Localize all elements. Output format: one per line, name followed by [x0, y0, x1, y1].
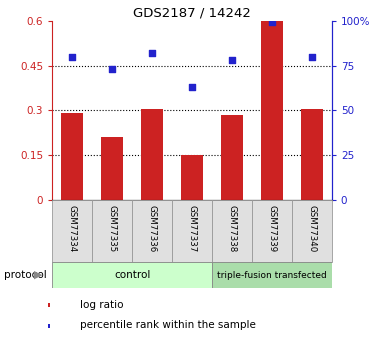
Bar — [212, 200, 252, 262]
Text: triple-fusion transfected: triple-fusion transfected — [217, 270, 327, 280]
Bar — [252, 200, 292, 262]
Bar — [172, 200, 212, 262]
Point — [69, 54, 75, 59]
Text: GSM77338: GSM77338 — [227, 205, 236, 252]
Text: GSM77336: GSM77336 — [148, 205, 157, 252]
Text: control: control — [114, 270, 151, 280]
Bar — [132, 200, 172, 262]
Bar — [52, 262, 212, 288]
Bar — [141, 109, 163, 200]
Bar — [212, 262, 332, 288]
Text: log ratio: log ratio — [80, 300, 124, 310]
Text: protocol: protocol — [4, 270, 47, 280]
Point — [109, 66, 115, 72]
Point — [309, 54, 315, 59]
Text: GSM77337: GSM77337 — [187, 205, 197, 252]
Text: GSM77339: GSM77339 — [267, 205, 276, 252]
Text: GSM77334: GSM77334 — [68, 205, 77, 252]
Bar — [92, 200, 132, 262]
Bar — [101, 137, 123, 200]
Bar — [261, 21, 283, 200]
Bar — [221, 115, 243, 200]
Point — [229, 57, 235, 63]
Bar — [301, 109, 323, 200]
Text: percentile rank within the sample: percentile rank within the sample — [80, 320, 256, 330]
Bar — [48, 324, 50, 327]
Text: GSM77340: GSM77340 — [307, 205, 316, 252]
Bar — [52, 200, 92, 262]
Text: ▶: ▶ — [34, 270, 42, 280]
Bar — [61, 114, 83, 200]
Point — [149, 50, 155, 56]
Point — [189, 84, 195, 90]
Point — [269, 19, 275, 24]
Title: GDS2187 / 14242: GDS2187 / 14242 — [133, 7, 251, 20]
Bar — [181, 155, 203, 200]
Text: GSM77335: GSM77335 — [108, 205, 117, 252]
Bar — [48, 303, 50, 307]
Bar — [292, 200, 332, 262]
